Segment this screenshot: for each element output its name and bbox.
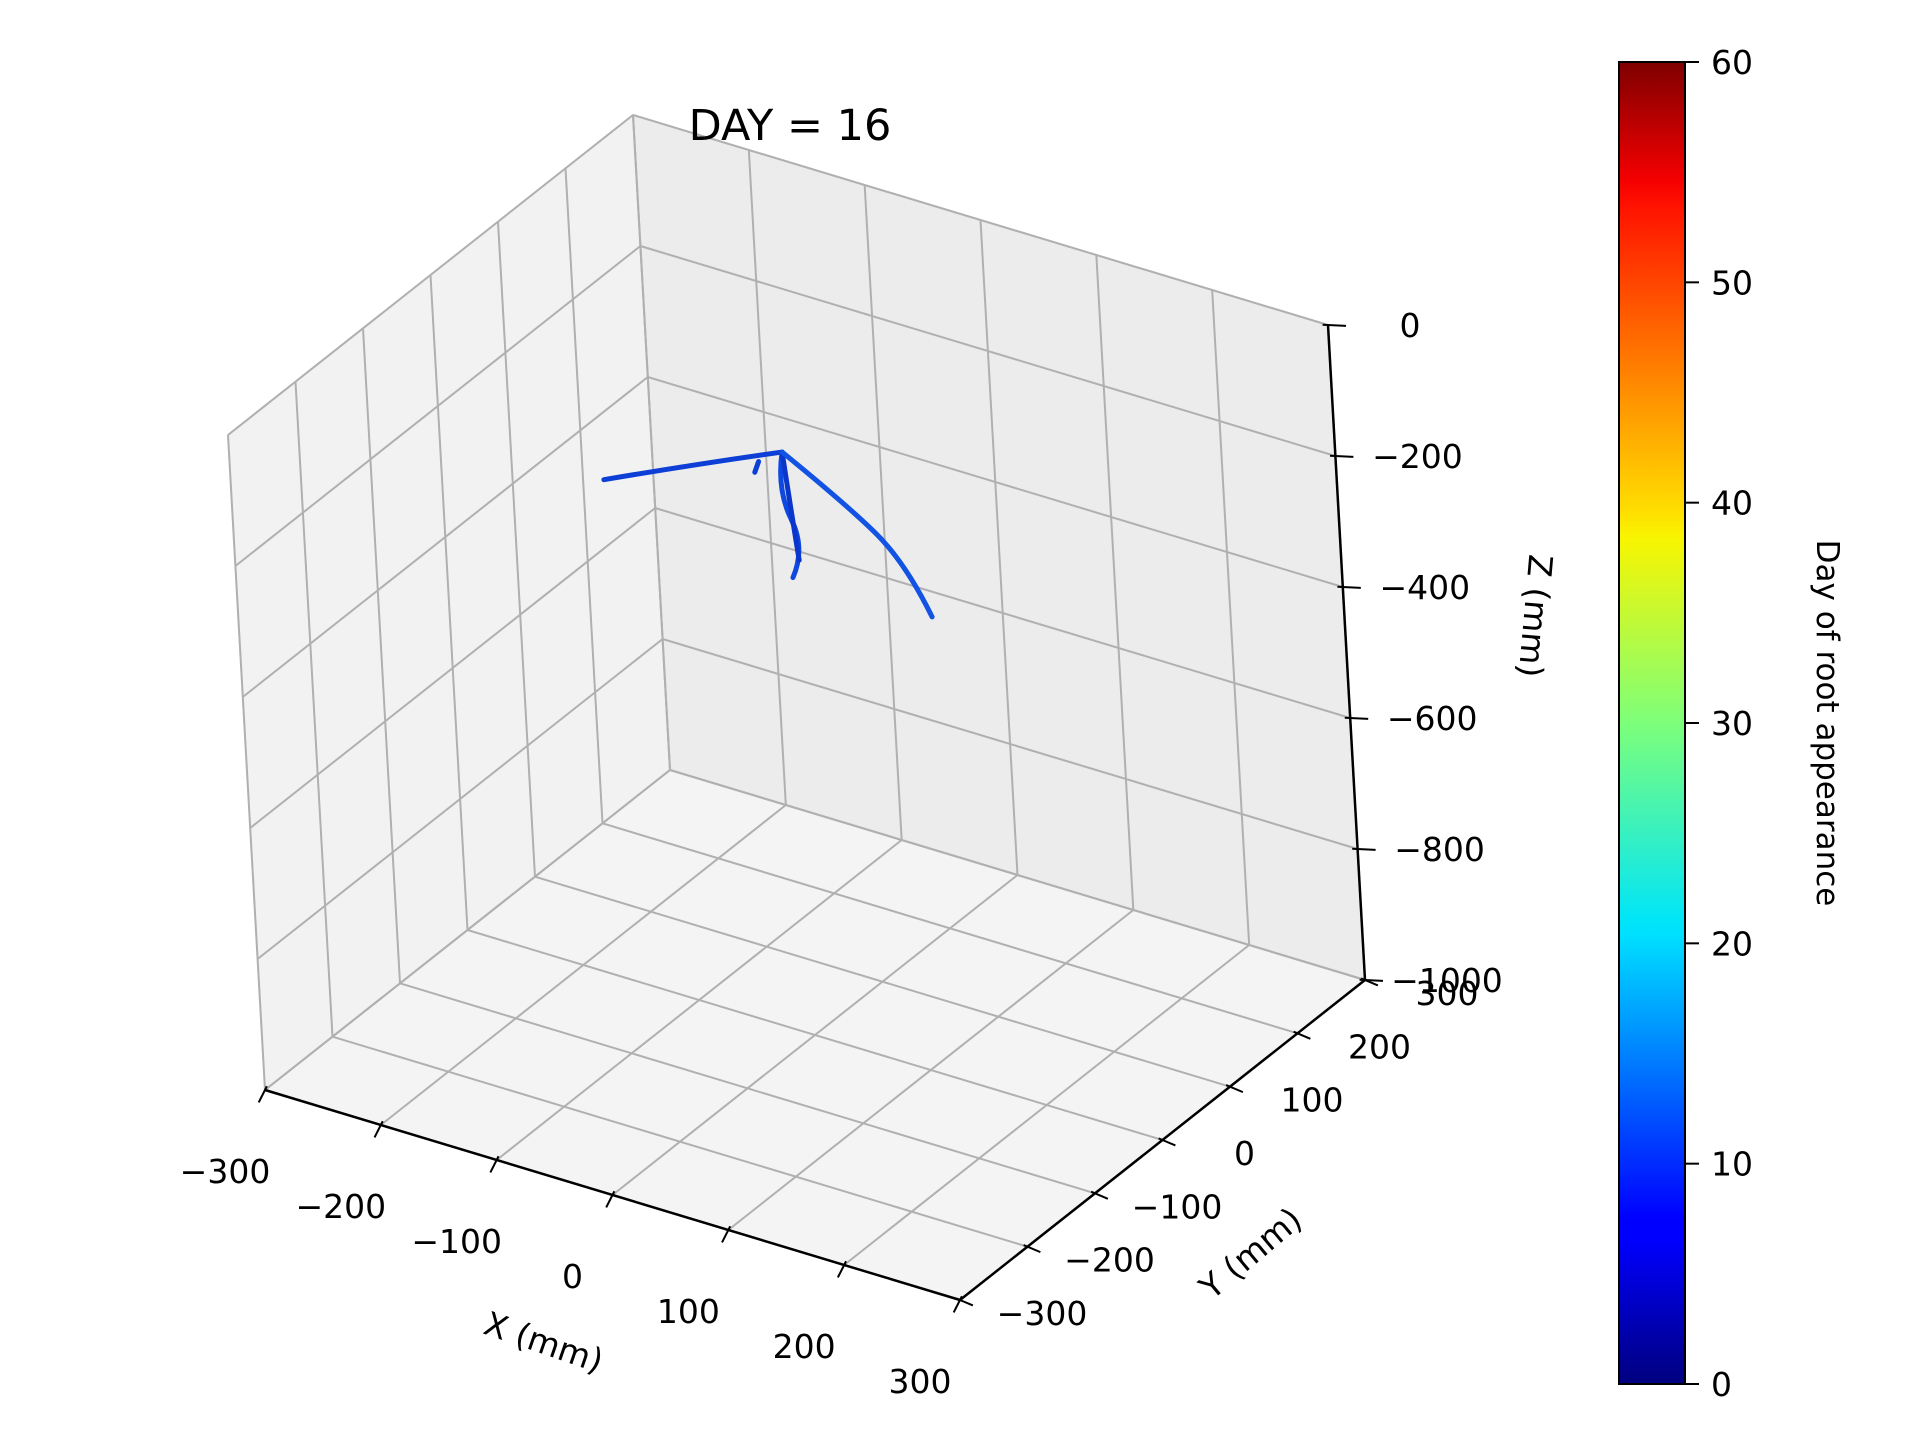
z-tick-mark [1329, 454, 1354, 458]
y-tick-label: 200 [1348, 1027, 1411, 1066]
colorbar-tick-label: 10 [1711, 1145, 1753, 1184]
z-tick-mark [1337, 585, 1361, 589]
colorbar-tick-label: 20 [1711, 924, 1753, 963]
grid-line-z-right [662, 638, 1358, 850]
z-tick-mark [1322, 323, 1347, 327]
y-tick-label: 100 [1281, 1081, 1344, 1120]
grid-line-y-floor [467, 929, 1163, 1141]
x-tick-label: −100 [411, 1222, 502, 1261]
grid-line-y-wall [429, 274, 469, 931]
root-segment-1 [601, 449, 785, 483]
y-tick-mark [1158, 1137, 1176, 1147]
grid-line-y-wall [632, 114, 671, 771]
x-tick-label: 300 [889, 1362, 952, 1401]
grid-line-x-wall [979, 219, 1019, 876]
z-tick-label: −800 [1394, 830, 1485, 869]
grid-line-z-left [234, 245, 642, 567]
z-tick-label: 0 [1400, 306, 1421, 345]
x-tick-mark [952, 1295, 963, 1313]
y-tick-mark [1293, 1030, 1311, 1040]
z-axis-line [1326, 324, 1367, 981]
x-tick-mark [257, 1085, 268, 1103]
grid-line-z-left [256, 638, 664, 960]
z-tick-mark [1344, 716, 1369, 720]
root-segment-5 [752, 459, 762, 475]
axis-ticks: −300−200−1000100200300−300−200−100010020… [180, 306, 1503, 1401]
x-tick-mark [489, 1155, 500, 1173]
grid-line-z-right [654, 507, 1351, 719]
colorbar-gradient [1618, 61, 1686, 1385]
y-tick-mark [1225, 1084, 1244, 1094]
grid-line-y-wall [227, 434, 266, 1091]
grid-line-z-right [647, 376, 1344, 588]
colorbar-tick-label: 60 [1711, 43, 1753, 82]
grid-line-x-wall [1095, 254, 1135, 911]
y-tick-mark [955, 1297, 974, 1307]
grid-line-z-left [227, 114, 634, 436]
grid-line-z-right [632, 114, 1329, 326]
grid-line-z-left [264, 769, 671, 1091]
z-tick-label: −1000 [1391, 961, 1503, 1000]
z-tick-mark [1359, 978, 1384, 982]
colorbar: 0 10 20 30 40 50 60 Day of root appearance [1618, 43, 1845, 1404]
root-segment-4 [779, 449, 935, 620]
y-tick-label: −300 [997, 1294, 1088, 1333]
x-tick-label: 0 [562, 1257, 583, 1296]
x-axis-label: X (mm) [479, 1304, 608, 1381]
colorbar-tick-label: 0 [1711, 1365, 1732, 1404]
y-tick-label: 0 [1234, 1134, 1255, 1173]
grid-line-y-wall [564, 168, 604, 824]
y-tick-mark [1090, 1190, 1109, 1200]
x-tick-mark [721, 1225, 732, 1243]
colorbar-label: Day of root appearance [1809, 540, 1845, 907]
grid-line-y-floor [399, 982, 1096, 1195]
z-tick-label: −200 [1372, 437, 1463, 476]
colorbar-tick-label: 30 [1711, 704, 1753, 743]
root-segment-3 [779, 449, 802, 563]
colorbar-ticks: 0 10 20 30 40 50 60 [1685, 43, 1753, 1404]
grid-line-z-right [669, 769, 1366, 981]
z-tick-mark [1352, 847, 1376, 851]
colorbar-tick-label: 50 [1711, 263, 1753, 302]
grid-line-y-wall [362, 328, 401, 984]
grid-line-z-left [249, 507, 656, 829]
z-tick-label: −400 [1379, 568, 1470, 607]
grid-line-z-right [640, 245, 1336, 457]
grid-line-x-wall [863, 184, 903, 841]
grid-line-y-wall [294, 381, 334, 1037]
x-tick-label: −300 [180, 1152, 271, 1191]
z-axis-label: Z (mm) [1511, 553, 1561, 679]
grid-line-y-floor [602, 822, 1298, 1035]
x-tick-label: 200 [773, 1327, 836, 1366]
x-tick-label: 100 [657, 1292, 720, 1331]
grid-line-y-floor [534, 875, 1231, 1088]
x-tick-mark [373, 1120, 384, 1138]
x-tick-mark [836, 1260, 847, 1278]
grid-line-y-wall [497, 221, 536, 877]
x-tick-label: −200 [296, 1187, 387, 1226]
grid-line-x-wall [747, 149, 787, 806]
grid-line-z-left [242, 376, 649, 698]
z-tick-label: −600 [1387, 699, 1478, 738]
y-tick-mark [1023, 1244, 1041, 1254]
grid-line-x-wall [1211, 289, 1251, 946]
grid-line-y-floor [332, 1035, 1028, 1248]
root-segments [601, 449, 935, 620]
x-tick-mark [605, 1190, 616, 1208]
y-tick-label: 300 [1416, 974, 1479, 1013]
colorbar-tick-label: 40 [1711, 484, 1753, 523]
y-tick-label: −100 [1132, 1187, 1223, 1226]
chart-title: DAY = 16 [689, 101, 892, 151]
y-tick-label: −200 [1064, 1241, 1155, 1280]
